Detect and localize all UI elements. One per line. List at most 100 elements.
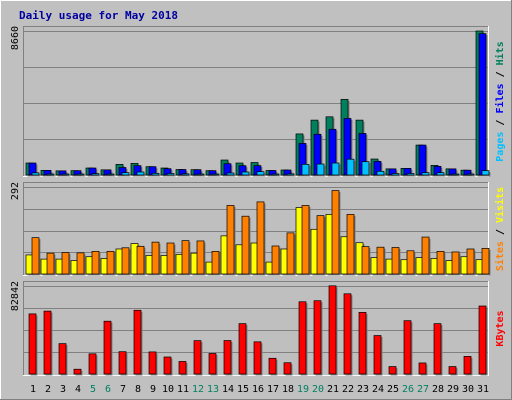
bar-sites-day-17 [271, 245, 280, 275]
bar-pages-day-10 [166, 173, 175, 176]
day-label-28: 28 [432, 384, 444, 395]
day-label-5: 5 [90, 384, 96, 395]
bar-pages-day-15 [241, 171, 250, 176]
legend-entry: / [495, 114, 506, 132]
bar-pages-day-30 [466, 173, 475, 176]
day-label-4: 4 [75, 384, 81, 395]
day-label-27: 27 [417, 384, 429, 395]
bar-pages-day-7 [121, 172, 130, 176]
bar-pages-day-9 [151, 172, 160, 176]
bar-kbytes-day-6 [103, 320, 112, 375]
bar-shadow [213, 175, 221, 177]
bar-sites-day-2 [46, 252, 55, 275]
bar-kbytes-day-7 [118, 351, 127, 375]
bar-sites-day-10 [166, 242, 175, 275]
bar-sites-day-9 [151, 241, 160, 275]
day-label-20: 20 [312, 384, 324, 395]
bar-kbytes-day-1 [28, 313, 37, 375]
day-label-9: 9 [150, 384, 156, 395]
bar-kbytes-day-5 [88, 353, 97, 375]
bar-kbytes-day-17 [268, 357, 277, 375]
bar-sites-day-23 [361, 246, 370, 275]
bar-files-day-27 [418, 144, 427, 176]
bar-pages-day-21 [331, 162, 340, 176]
chart-title: Daily usage for May 2018 [19, 9, 178, 22]
chart-panels: 8660 Pages / Files / Hits 292 Sites / Visit… [10, 26, 506, 376]
panel-kbytes: 82842 KBytes [10, 281, 506, 376]
bar-sites-day-22 [346, 214, 355, 275]
legend-entry: Sites [494, 241, 506, 271]
bar-pages-day-6 [106, 173, 115, 176]
bar-shadow [468, 175, 476, 177]
y-max-label: 82842 [10, 281, 21, 311]
bar-kbytes-day-31 [478, 305, 487, 375]
day-label-17: 17 [267, 384, 279, 395]
bar-kbytes-day-10 [163, 356, 172, 375]
bar-shadow [78, 175, 86, 177]
bar-sites-day-28 [436, 251, 445, 275]
day-label-23: 23 [357, 384, 369, 395]
day-label-16: 16 [252, 384, 264, 395]
bar-sites-day-27 [421, 236, 430, 275]
bar-pages-day-28 [436, 172, 445, 176]
bar-sites-day-6 [106, 251, 115, 275]
bar-shadow [153, 174, 161, 177]
bar-pages-day-3 [61, 173, 70, 176]
day-label-13: 13 [207, 384, 219, 395]
bar-pages-day-12 [196, 173, 205, 176]
y-max-label: 8660 [10, 26, 21, 50]
bar-shadow [168, 175, 176, 177]
day-label-8: 8 [135, 384, 141, 395]
bar-kbytes-day-25 [388, 366, 397, 375]
bar-kbytes-day-18 [283, 362, 292, 375]
day-label-7: 7 [120, 384, 126, 395]
day-label-1: 1 [30, 384, 36, 395]
bar-sites-day-24 [376, 246, 385, 275]
bar-pages-day-29 [451, 173, 460, 176]
bar-shadow [288, 175, 296, 177]
panel-plot-area [23, 26, 489, 177]
bar-sites-day-25 [391, 247, 400, 275]
day-label-14: 14 [222, 384, 234, 395]
legend-entry: KBytes [495, 310, 506, 346]
bar-pages-day-26 [406, 173, 415, 176]
day-label-30: 30 [462, 384, 474, 395]
bar-shadow [228, 174, 236, 177]
bar-kbytes-day-8 [133, 309, 142, 375]
bar-pages-day-16 [256, 171, 265, 176]
bar-pages-day-19 [301, 164, 310, 176]
y-max-label: 292 [10, 182, 21, 200]
bar-sites-day-8 [136, 245, 145, 275]
day-label-11: 11 [177, 384, 189, 395]
bar-sites-day-3 [61, 252, 70, 275]
bar-files-day-31 [478, 33, 487, 176]
bar-kbytes-day-15 [238, 323, 247, 375]
bar-pages-day-25 [391, 173, 400, 176]
bar-pages-day-8 [136, 171, 145, 176]
day-label-31: 31 [477, 384, 489, 395]
day-axis-labels: 1 2 3 4 5 6 7 8 9 10 11 12 13 14 15 16 17 18 19 20 21 22 23 24 2… [30, 384, 489, 395]
bar-shadow [393, 175, 401, 177]
bar-sites-day-31 [481, 248, 490, 275]
bar-kbytes-day-13 [208, 353, 217, 375]
bar-sites-day-12 [196, 240, 205, 275]
bar-pages-day-1 [31, 172, 40, 176]
bar-sites-day-11 [181, 240, 190, 275]
day-label-24: 24 [372, 384, 384, 395]
bar-sites-day-15 [241, 215, 250, 275]
bar-shadow [273, 175, 281, 177]
bar-kbytes-day-3 [58, 343, 67, 375]
bar-shadow [453, 175, 461, 177]
bar-shadow [63, 175, 71, 177]
bar-sites-day-18 [286, 232, 295, 275]
bar-pages-day-17 [271, 173, 280, 176]
bar-shadow [408, 175, 416, 177]
panel-legend: KBytes [495, 310, 506, 346]
legend-entry: Pages [495, 132, 506, 162]
bar-pages-day-18 [286, 173, 295, 176]
bar-sites-day-30 [466, 248, 475, 275]
day-label-26: 26 [402, 384, 414, 395]
day-label-19: 19 [297, 384, 309, 395]
bar-pages-day-27 [421, 172, 430, 176]
